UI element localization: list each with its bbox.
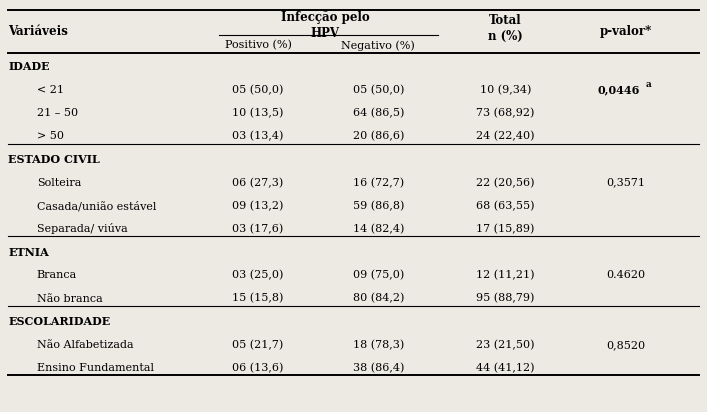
Text: 20 (86,6): 20 (86,6): [353, 131, 404, 141]
Text: 80 (84,2): 80 (84,2): [353, 293, 404, 304]
Text: 0,0446: 0,0446: [597, 84, 640, 96]
Text: 23 (21,50): 23 (21,50): [477, 340, 534, 350]
Text: Não branca: Não branca: [37, 293, 103, 304]
Text: 0,3571: 0,3571: [606, 178, 645, 187]
Text: 44 (41,12): 44 (41,12): [477, 363, 534, 373]
Text: Separada/ viúva: Separada/ viúva: [37, 223, 127, 234]
Text: ESTADO CIVIL: ESTADO CIVIL: [8, 154, 100, 165]
Text: 03 (17,6): 03 (17,6): [233, 224, 284, 234]
Text: < 21: < 21: [37, 85, 64, 95]
Text: Casada/união estável: Casada/união estável: [37, 201, 156, 211]
Text: a: a: [645, 80, 651, 89]
Text: 10 (9,34): 10 (9,34): [480, 85, 531, 95]
Text: 17 (15,89): 17 (15,89): [477, 224, 534, 234]
Text: 95 (88,79): 95 (88,79): [477, 293, 534, 304]
Text: 05 (21,7): 05 (21,7): [233, 340, 284, 350]
Text: 05 (50,0): 05 (50,0): [233, 85, 284, 95]
Text: Negativo (%): Negativo (%): [341, 40, 415, 51]
Text: 06 (27,3): 06 (27,3): [233, 178, 284, 188]
Text: Positivo (%): Positivo (%): [225, 40, 291, 51]
Text: Variáveis: Variáveis: [8, 25, 69, 38]
Text: 06 (13,6): 06 (13,6): [233, 363, 284, 373]
Text: 03 (13,4): 03 (13,4): [233, 131, 284, 141]
Text: 24 (22,40): 24 (22,40): [477, 131, 534, 141]
Text: 15 (15,8): 15 (15,8): [233, 293, 284, 304]
Text: 10 (13,5): 10 (13,5): [233, 108, 284, 118]
Text: ESCOLARIDADE: ESCOLARIDADE: [8, 316, 111, 327]
Text: 0.4620: 0.4620: [606, 270, 645, 280]
Text: Ensino Fundamental: Ensino Fundamental: [37, 363, 153, 373]
Text: 38 (86,4): 38 (86,4): [353, 363, 404, 373]
Text: p-valor*: p-valor*: [600, 25, 652, 38]
Text: 12 (11,21): 12 (11,21): [477, 270, 534, 281]
Text: 03 (25,0): 03 (25,0): [233, 270, 284, 281]
Text: Branca: Branca: [37, 270, 77, 280]
Text: Solteira: Solteira: [37, 178, 81, 187]
Text: 64 (86,5): 64 (86,5): [353, 108, 404, 118]
Text: 68 (63,55): 68 (63,55): [477, 201, 534, 211]
Text: 16 (72,7): 16 (72,7): [353, 178, 404, 188]
Text: 09 (75,0): 09 (75,0): [353, 270, 404, 281]
Text: 73 (68,92): 73 (68,92): [477, 108, 534, 118]
Text: ETNIA: ETNIA: [8, 247, 49, 258]
Text: 09 (13,2): 09 (13,2): [233, 201, 284, 211]
Text: 22 (20,56): 22 (20,56): [477, 178, 534, 188]
Text: 14 (82,4): 14 (82,4): [353, 224, 404, 234]
Text: 05 (50,0): 05 (50,0): [353, 85, 404, 95]
Text: 18 (78,3): 18 (78,3): [353, 340, 404, 350]
Text: 0,8520: 0,8520: [606, 340, 645, 350]
Text: IDADE: IDADE: [8, 61, 50, 72]
Text: 21 – 50: 21 – 50: [37, 108, 78, 118]
Text: Infecção pelo
HPV: Infecção pelo HPV: [281, 11, 370, 40]
Text: > 50: > 50: [37, 131, 64, 141]
Text: 59 (86,8): 59 (86,8): [353, 201, 404, 211]
Text: Não Alfabetizada: Não Alfabetizada: [37, 340, 134, 350]
Text: Total
n (%): Total n (%): [488, 14, 523, 43]
